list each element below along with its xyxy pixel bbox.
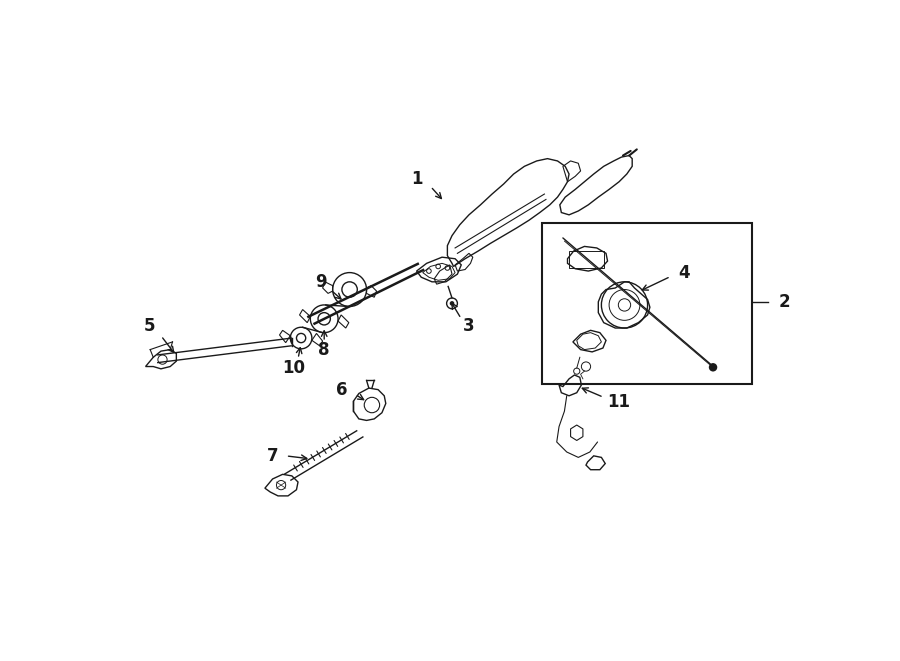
Text: 8: 8 xyxy=(319,340,330,358)
Text: 6: 6 xyxy=(337,381,347,399)
Text: 10: 10 xyxy=(282,359,305,377)
Circle shape xyxy=(450,301,454,305)
Text: 2: 2 xyxy=(778,293,790,311)
Bar xyxy=(542,223,752,384)
Text: 7: 7 xyxy=(266,447,278,465)
Text: 1: 1 xyxy=(410,170,422,188)
Text: 5: 5 xyxy=(144,317,155,336)
Text: 3: 3 xyxy=(464,317,475,336)
Bar xyxy=(569,251,605,268)
Text: 11: 11 xyxy=(608,393,631,411)
Circle shape xyxy=(709,363,717,371)
Text: 9: 9 xyxy=(315,273,327,291)
Text: 4: 4 xyxy=(679,264,690,282)
